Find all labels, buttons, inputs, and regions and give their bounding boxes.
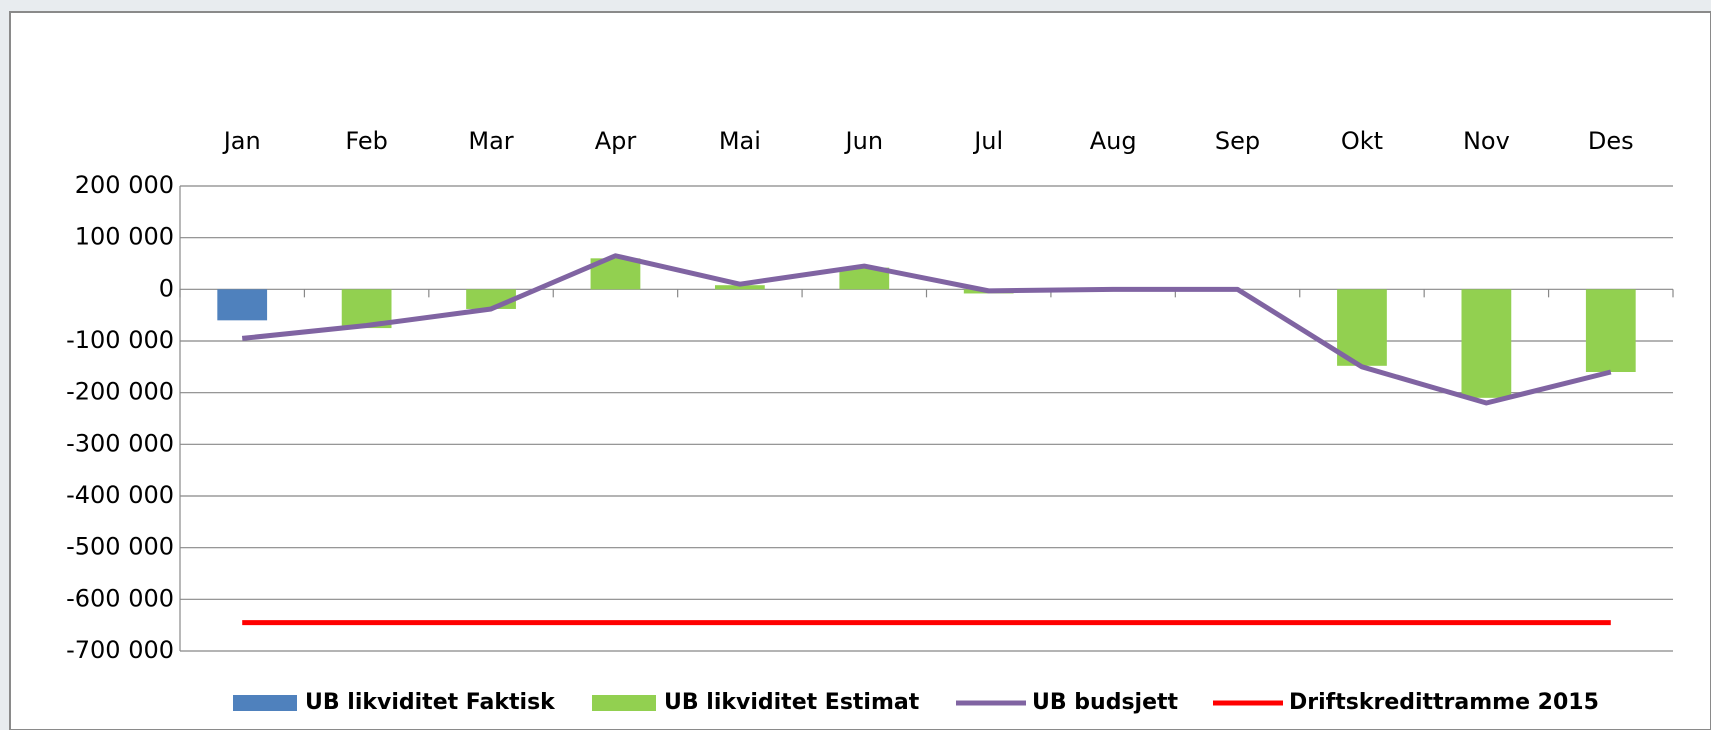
legend-swatch bbox=[592, 695, 656, 711]
x-tick-label: Jun bbox=[844, 127, 884, 155]
y-tick-label: -100 000 bbox=[66, 326, 174, 354]
x-tick-label: Sep bbox=[1215, 127, 1260, 155]
bar bbox=[839, 267, 890, 290]
legend-swatch bbox=[233, 695, 297, 711]
y-tick-label: -300 000 bbox=[66, 429, 174, 457]
bar bbox=[1585, 289, 1636, 372]
bar bbox=[1461, 289, 1512, 398]
bar bbox=[1337, 289, 1387, 366]
x-tick-label: Jul bbox=[972, 127, 1003, 155]
x-tick-label: Aug bbox=[1090, 127, 1137, 155]
legend-label: UB budsjett bbox=[1032, 690, 1179, 715]
line bbox=[241, 253, 1612, 406]
y-tick-label: -700 000 bbox=[66, 636, 174, 664]
y-tick-label: 0 bbox=[159, 274, 174, 302]
legend-label: UB likviditet Faktisk bbox=[305, 690, 556, 715]
y-tick-label: -200 000 bbox=[66, 378, 174, 406]
x-tick-label: Mai bbox=[719, 127, 761, 155]
x-tick-label: Feb bbox=[345, 127, 388, 155]
bar bbox=[714, 285, 765, 290]
bar bbox=[217, 289, 268, 321]
y-tick-label: -600 000 bbox=[66, 584, 174, 612]
y-tick-label: -400 000 bbox=[66, 481, 174, 509]
x-tick-label: Nov bbox=[1463, 127, 1510, 155]
legend-label: Driftskredittramme 2015 bbox=[1289, 690, 1599, 715]
chart-frame bbox=[9, 11, 1711, 730]
x-tick-label: Jan bbox=[222, 127, 261, 155]
y-tick-label: 100 000 bbox=[75, 223, 174, 251]
y-tick-label: -500 000 bbox=[66, 533, 174, 561]
x-tick-label: Des bbox=[1588, 127, 1634, 155]
legend-label: UB likviditet Estimat bbox=[664, 690, 920, 715]
x-tick-label: Apr bbox=[595, 127, 637, 155]
x-tick-label: Okt bbox=[1341, 127, 1383, 155]
x-tick-label: Mar bbox=[468, 127, 513, 155]
y-tick-label: 200 000 bbox=[75, 171, 174, 199]
